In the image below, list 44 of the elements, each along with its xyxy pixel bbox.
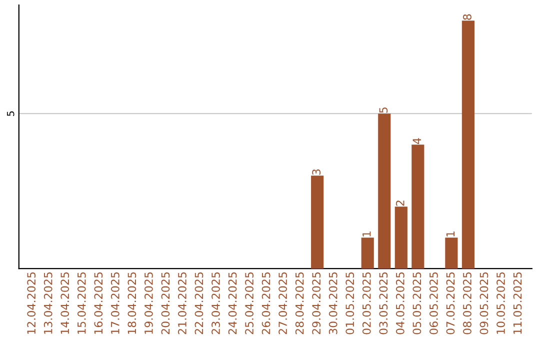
data-label: 4 bbox=[412, 138, 421, 144]
x-tick-label: 13.04.2025 bbox=[44, 272, 52, 334]
x-tick-label: 20.04.2025 bbox=[161, 272, 170, 334]
x-tick-label: 30.04.2025 bbox=[328, 272, 338, 334]
x-tick-label: 27.04.2025 bbox=[278, 272, 288, 334]
x-tick-label: 03.05.2025 bbox=[379, 272, 388, 334]
x-tick-label: 08.05.2025 bbox=[463, 272, 472, 334]
x-tick-label: 15.04.2025 bbox=[77, 272, 86, 334]
x-tick-label: 28.04.2025 bbox=[295, 272, 304, 334]
x-tick-label: 14.04.2025 bbox=[60, 272, 70, 334]
x-tick-label: 16.04.2025 bbox=[94, 272, 103, 334]
x-tick-label: 25.04.2025 bbox=[245, 272, 254, 334]
bar bbox=[462, 20, 474, 269]
x-tick-label: 10.05.2025 bbox=[496, 272, 505, 334]
x-tick-label: 11.05.2025 bbox=[513, 272, 522, 334]
x-tick-label: 04.05.2025 bbox=[396, 272, 404, 334]
x-tick-label: 05.05.2025 bbox=[412, 272, 422, 334]
x-tick-label: 09.05.2025 bbox=[480, 272, 488, 334]
data-label: 8 bbox=[463, 14, 472, 20]
bar bbox=[311, 176, 324, 269]
x-tick-label: 21.04.2025 bbox=[178, 272, 186, 334]
bar bbox=[445, 238, 458, 269]
x-tick-label: 22.04.2025 bbox=[194, 272, 204, 334]
data-label: 3 bbox=[312, 169, 321, 175]
data-label: 1 bbox=[446, 232, 454, 236]
x-tick-label: 23.04.2025 bbox=[212, 272, 220, 334]
x-tick-label: 12.04.2025 bbox=[27, 272, 36, 334]
x-tick-label: 01.05.2025 bbox=[346, 272, 354, 334]
x-tick-label: 06.05.2025 bbox=[429, 272, 438, 334]
bar bbox=[412, 144, 424, 269]
x-tick-label: 24.04.2025 bbox=[228, 272, 237, 334]
data-label: 5 bbox=[379, 108, 388, 113]
x-tick-label: 02.05.2025 bbox=[362, 272, 371, 334]
x-tick-label: 17.04.2025 bbox=[110, 272, 120, 334]
bar bbox=[361, 238, 374, 269]
x-tick-label: 26.04.2025 bbox=[262, 272, 270, 334]
x-tick-label: 29.04.2025 bbox=[312, 272, 321, 334]
data-label: 1 bbox=[362, 232, 371, 236]
x-tick-label: 18.04.2025 bbox=[128, 272, 136, 334]
data-label: 2 bbox=[396, 200, 404, 206]
bar bbox=[394, 206, 408, 269]
x-tick-label: 07.05.2025 bbox=[446, 272, 455, 334]
bar bbox=[378, 114, 391, 269]
x-tick-label: 19.04.2025 bbox=[144, 272, 153, 334]
